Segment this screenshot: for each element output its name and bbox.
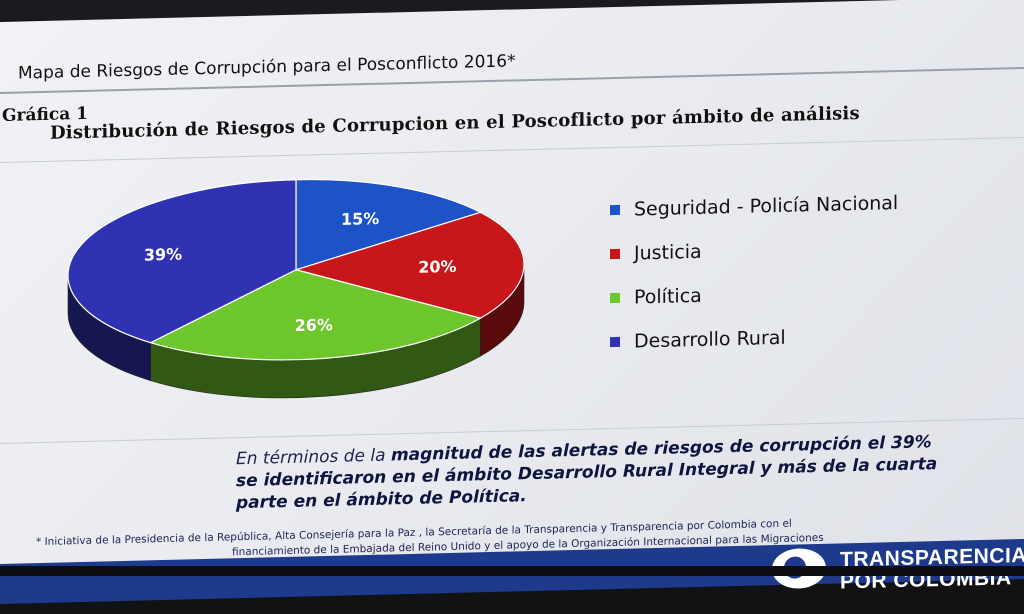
- pie-slice-0: [295, 178, 483, 271]
- pie-slice-1: [293, 211, 525, 319]
- legend-swatch: [610, 204, 620, 216]
- chart-legend: Seguridad - Policía Nacional Justicia Po…: [610, 181, 898, 364]
- chart-title: Distribución de Riesgos de Corrupcion en…: [50, 102, 860, 144]
- summary-intro: En términos de la: [236, 445, 391, 470]
- legend-swatch: [610, 336, 620, 348]
- pie-data-label-3: 39%: [144, 245, 182, 265]
- pie-slice-2: [149, 269, 483, 361]
- legend-item-desarrollo-rural: Desarrollo Rural: [610, 313, 898, 364]
- legend-swatch: [610, 248, 620, 260]
- chart-area: 15% 20% 26% 39% Seguridad - Policía Naciona…: [0, 136, 1024, 444]
- summary-emphasis: magnitud de las alertas de riesgos de co…: [236, 432, 938, 514]
- screen-bottom-bezel: [0, 566, 1024, 576]
- legend-swatch: [610, 292, 620, 304]
- slide-title: Mapa de Riesgos de Corrupción para el Po…: [18, 51, 516, 84]
- pie-slice-3: [67, 179, 297, 344]
- pie-data-label-0: 15%: [341, 209, 379, 229]
- pie-chart: 15% 20% 26% 39%: [67, 178, 525, 399]
- pie-data-label-1: 20%: [418, 257, 456, 277]
- chart-summary-text: En términos de la magnitud de las alerta…: [236, 431, 956, 515]
- pie-data-label-2: 26%: [295, 315, 333, 335]
- presentation-slide: Mapa de Riesgos de Corrupción para el Po…: [0, 0, 1024, 576]
- legend-item-justicia: Justicia: [610, 225, 898, 276]
- legend-item-politica: Política: [610, 269, 898, 320]
- legend-label: Seguridad - Policía Nacional: [634, 192, 899, 221]
- legend-item-seguridad: Seguridad - Policía Nacional: [610, 181, 898, 232]
- legend-label: Política: [634, 284, 702, 309]
- legend-label: Desarrollo Rural: [634, 326, 786, 353]
- legend-label: Justicia: [634, 240, 702, 265]
